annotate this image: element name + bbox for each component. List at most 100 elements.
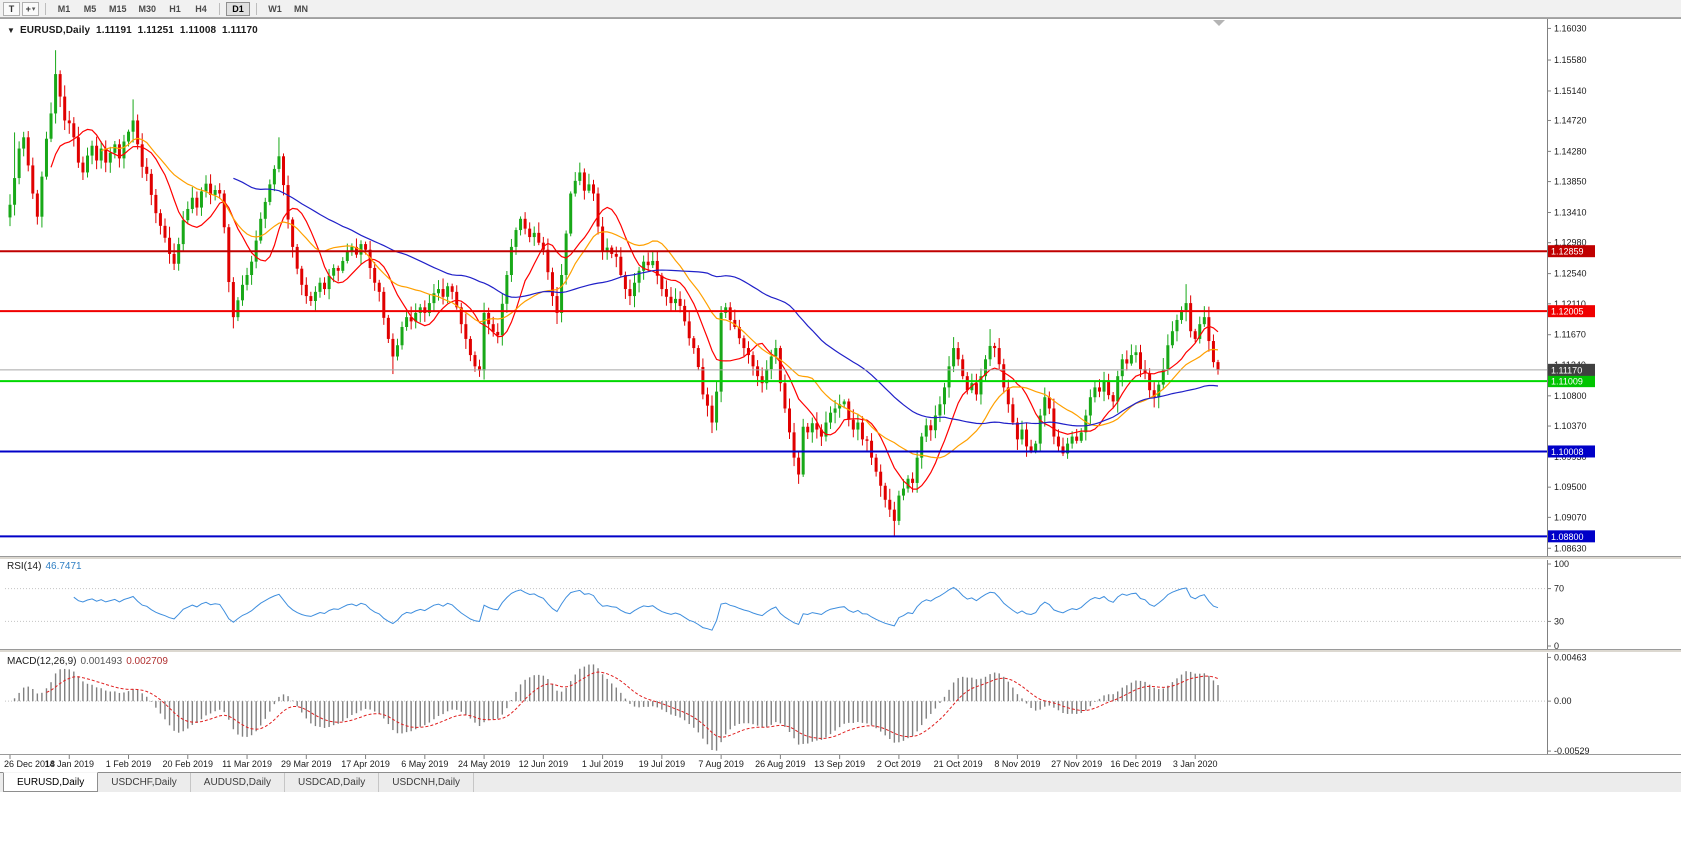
timeframe-button-m5[interactable]: M5 — [83, 3, 97, 14]
svg-text:1.15580: 1.15580 — [1554, 55, 1587, 65]
svg-text:1.10008: 1.10008 — [1551, 447, 1584, 457]
svg-text:1.13850: 1.13850 — [1554, 177, 1587, 187]
quote-open: 1.11191 — [96, 25, 132, 36]
chart-symbol-label: EURUSD,Daily — [20, 25, 91, 36]
svg-text:1 Jul 2019: 1 Jul 2019 — [582, 759, 624, 769]
horizontal-level-lines: 1.12859 1.12005 1.11009 1.10008 1.08800 1.111… — [0, 245, 1595, 543]
svg-text:6 May 2019: 6 May 2019 — [401, 759, 448, 769]
timeframe-button-m1[interactable]: M1 — [57, 3, 71, 14]
macd-main-value: 0.001493 — [80, 656, 123, 667]
tab-usdchf-daily[interactable]: USDCHF,Daily — [98, 773, 191, 792]
svg-text:1.08630: 1.08630 — [1554, 543, 1587, 553]
tab-audusd-daily[interactable]: AUDUSD,Daily — [191, 773, 286, 792]
svg-text:1.10800: 1.10800 — [1554, 391, 1587, 401]
quote-high: 1.11251 — [137, 25, 174, 36]
svg-text:7 Aug 2019: 7 Aug 2019 — [698, 759, 744, 769]
toolbar-separator — [256, 2, 258, 15]
svg-text:1.09070: 1.09070 — [1554, 512, 1587, 522]
quote-low: 1.11008 — [179, 25, 217, 36]
macd-panel: 0.00463 0.00 -0.00529 — [5, 652, 1590, 756]
svg-text:3 Jan 2020: 3 Jan 2020 — [1173, 759, 1218, 769]
rsi-value: 46.7471 — [45, 561, 82, 572]
timeframe-button-h4[interactable]: H4 — [195, 3, 207, 14]
svg-text:1.16030: 1.16030 — [1554, 23, 1587, 33]
svg-text:27 Nov 2019: 27 Nov 2019 — [1051, 759, 1102, 769]
svg-text:17 Apr 2019: 17 Apr 2019 — [341, 759, 390, 769]
chart-borders — [0, 18, 1681, 754]
svg-text:1.13410: 1.13410 — [1554, 207, 1587, 217]
svg-text:1.12005: 1.12005 — [1551, 307, 1584, 317]
text-tool-button[interactable]: T — [3, 1, 20, 16]
tab-label: AUDUSD,Daily — [203, 777, 272, 788]
timeframe-button-d1[interactable]: D1 — [226, 1, 251, 16]
tab-label: USDCNH,Daily — [392, 777, 461, 788]
quote-close: 1.11170 — [222, 25, 258, 36]
toolbar: T + ▾ M1 M5 M15 M30 H1 H4 D1 W1 MN — [0, 0, 1681, 18]
svg-text:0.00: 0.00 — [1554, 696, 1572, 706]
crosshair-icon: + — [25, 3, 31, 14]
text-tool-label: T — [8, 3, 15, 14]
svg-text:20 Feb 2019: 20 Feb 2019 — [163, 759, 214, 769]
svg-text:1.12540: 1.12540 — [1554, 269, 1587, 279]
svg-text:21 Oct 2019: 21 Oct 2019 — [934, 759, 983, 769]
svg-text:30: 30 — [1554, 616, 1564, 626]
chart-shift-marker — [1213, 20, 1225, 26]
moving-average-lines — [50, 128, 1219, 490]
svg-text:19 Jul 2019: 19 Jul 2019 — [639, 759, 686, 769]
svg-text:-0.00529: -0.00529 — [1554, 746, 1590, 756]
tab-eurusd-daily[interactable]: EURUSD,Daily — [3, 772, 99, 792]
svg-text:1.14280: 1.14280 — [1554, 146, 1587, 156]
rsi-indicator-label: RSI(14) 46.7471 — [7, 561, 86, 572]
chevron-down-icon: ▾ — [31, 5, 36, 13]
svg-text:14 Jan 2019: 14 Jan 2019 — [44, 759, 94, 769]
tab-usdcad-daily[interactable]: USDCAD,Daily — [285, 773, 380, 792]
tab-label: EURUSD,Daily — [17, 776, 85, 788]
timeframe-button-m30[interactable]: M30 — [138, 3, 157, 14]
chart-tabs-bar: EURUSD,Daily USDCHF,Daily AUDUSD,Daily U… — [0, 772, 1681, 792]
svg-text:16 Dec 2019: 16 Dec 2019 — [1110, 759, 1161, 769]
svg-text:1.11170: 1.11170 — [1551, 365, 1582, 375]
svg-text:13 Sep 2019: 13 Sep 2019 — [814, 759, 865, 769]
timeframe-button-w1[interactable]: W1 — [268, 3, 282, 14]
candlestick-series — [8, 50, 1220, 538]
svg-text:100: 100 — [1554, 559, 1569, 569]
toolbar-separator — [219, 2, 221, 15]
toolbar-separator — [45, 2, 46, 15]
price-axis: 1.16030 1.15580 1.15140 1.14720 1.14280 1.138… — [1547, 23, 1587, 553]
timeframe-button-h1[interactable]: H1 — [169, 3, 181, 14]
svg-text:12 Jun 2019: 12 Jun 2019 — [519, 759, 569, 769]
svg-text:1 Feb 2019: 1 Feb 2019 — [106, 759, 152, 769]
svg-text:1.15140: 1.15140 — [1554, 86, 1587, 96]
svg-text:1.11670: 1.11670 — [1554, 330, 1586, 340]
macd-indicator-label: MACD(12,26,9) 0.001493 0.002709 — [7, 656, 172, 667]
macd-signal-value: 0.002709 — [126, 656, 168, 667]
svg-text:11 Mar 2019: 11 Mar 2019 — [222, 759, 272, 769]
svg-text:29 Mar 2019: 29 Mar 2019 — [281, 759, 332, 769]
tab-usdcnh-daily[interactable]: USDCNH,Daily — [379, 773, 475, 792]
timeframe-button-m15[interactable]: M15 — [109, 3, 127, 14]
svg-text:70: 70 — [1554, 584, 1564, 594]
svg-text:26 Dec 2018: 26 Dec 2018 — [4, 759, 55, 769]
svg-text:1.12859: 1.12859 — [1551, 247, 1584, 257]
svg-text:0.00463: 0.00463 — [1554, 652, 1587, 662]
panel-separators — [0, 556, 1681, 755]
rsi-name: RSI(14) — [7, 561, 42, 572]
svg-text:1.11009: 1.11009 — [1551, 377, 1583, 387]
one-click-trading-toggle[interactable]: ▼ — [7, 26, 16, 35]
tab-label: USDCAD,Daily — [298, 777, 366, 788]
svg-text:1.10370: 1.10370 — [1554, 421, 1587, 431]
svg-text:24 May 2019: 24 May 2019 — [458, 759, 510, 769]
rsi-panel: 100 70 30 0 — [5, 559, 1569, 651]
timeframe-button-mn[interactable]: MN — [294, 3, 309, 14]
svg-text:1.12110: 1.12110 — [1554, 299, 1586, 309]
svg-text:1.09500: 1.09500 — [1554, 482, 1587, 492]
svg-text:0: 0 — [1554, 641, 1559, 651]
svg-text:8 Nov 2019: 8 Nov 2019 — [994, 759, 1040, 769]
svg-text:26 Aug 2019: 26 Aug 2019 — [755, 759, 806, 769]
cursor-tool-button[interactable]: + ▾ — [22, 1, 39, 16]
svg-text:1.14720: 1.14720 — [1554, 115, 1587, 125]
tab-label: USDCHF,Daily — [111, 777, 177, 788]
macd-name: MACD(12,26,9) — [7, 656, 77, 667]
